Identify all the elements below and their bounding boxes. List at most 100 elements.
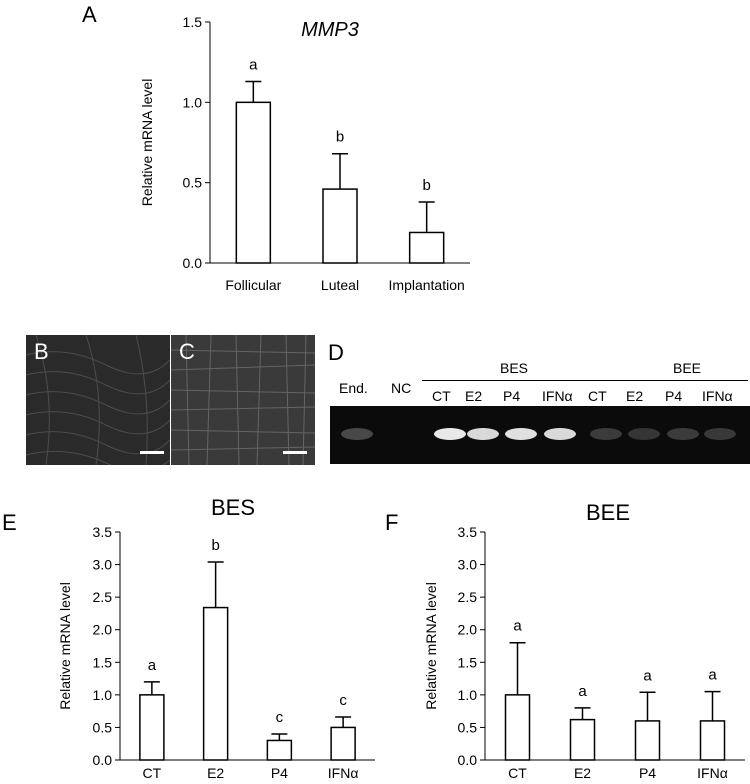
- panel-label-f: F: [385, 510, 399, 535]
- y-tick-label: 0.0: [183, 255, 203, 271]
- y-tick-label: 2.0: [93, 622, 113, 638]
- x-tick-label: E2: [574, 765, 591, 781]
- gel-lane-label: CT: [588, 388, 607, 404]
- significance-letter: b: [422, 177, 430, 194]
- significance-letter: a: [513, 618, 522, 635]
- significance-letter: a: [708, 667, 717, 684]
- y-tick-label: 2.5: [458, 589, 478, 605]
- y-tick-label: 1.0: [458, 687, 478, 703]
- x-tick-label: P4: [639, 765, 656, 781]
- y-tick-label: 0.5: [93, 719, 113, 735]
- y-tick-label: 2.0: [458, 622, 478, 638]
- gel-band: [341, 428, 373, 440]
- bar: [699, 720, 726, 761]
- gel-band: [628, 428, 660, 440]
- significance-letter: c: [276, 709, 284, 726]
- bar: [139, 694, 165, 761]
- y-tick-label: 2.5: [93, 589, 113, 605]
- scale-bar-c: [283, 451, 307, 454]
- y-tick-label: 0.5: [458, 719, 478, 735]
- gel-band: [505, 428, 537, 440]
- panel-label-a: A: [82, 2, 97, 27]
- y-tick-label: 0.5: [183, 175, 203, 191]
- gel-panel: BES BEE End. NC CT E2 P4 IFNα CT E2 P4 IFNα: [330, 350, 750, 470]
- chart-title: MMP3: [301, 19, 359, 41]
- y-tick-label: 0.0: [93, 752, 113, 768]
- y-axis-label: Relative mRNA level: [423, 582, 439, 710]
- micrograph-b-texture: [26, 335, 170, 465]
- y-tick-label: 0.0: [458, 752, 478, 768]
- bar: [504, 694, 531, 761]
- significance-letter: b: [211, 537, 219, 554]
- gel-lane-label: P4: [665, 388, 683, 404]
- gel-bracket-bes: [422, 380, 615, 381]
- x-tick-label: IFNα: [697, 765, 728, 781]
- gel-band: [544, 428, 576, 440]
- scale-bar-b: [140, 451, 164, 454]
- y-tick-label: 3.0: [458, 557, 478, 573]
- significance-letter: a: [249, 56, 258, 73]
- gel-group-bee: BEE: [673, 360, 702, 376]
- x-tick-label: IFNα: [328, 765, 359, 781]
- gel-lane-label: End.: [339, 380, 368, 396]
- x-tick-label: Follicular: [225, 277, 281, 293]
- gel-band: [667, 428, 699, 440]
- micrograph-b: B: [26, 335, 170, 465]
- micrograph-c: C: [171, 335, 315, 465]
- bar: [266, 739, 293, 761]
- y-tick-label: 1.5: [183, 14, 203, 30]
- gel-lane-label: CT: [432, 388, 451, 404]
- x-tick-label: E2: [207, 765, 224, 781]
- bar: [330, 726, 356, 761]
- significance-letter: c: [339, 692, 347, 709]
- gel-band: [590, 428, 622, 440]
- gel-lane-label: IFNα: [702, 388, 733, 404]
- panel-label-d: D: [328, 340, 344, 365]
- bar: [569, 718, 596, 761]
- y-tick-label: 1.5: [93, 654, 113, 670]
- gel-band: [434, 428, 466, 440]
- gel-band: [704, 428, 736, 440]
- bar: [202, 606, 229, 761]
- significance-letter: a: [148, 657, 157, 674]
- bar: [322, 188, 358, 264]
- chart-title: BES: [211, 495, 255, 520]
- y-axis-label: Relative mRNA level: [139, 79, 155, 207]
- micrograph-c-texture: [171, 335, 315, 465]
- y-tick-label: 1.5: [458, 654, 478, 670]
- bar: [408, 231, 445, 264]
- bar-chart-mmp3: 0.0 0.5 1.0 1.5 Relative mRNA level MMP3 a Foll…: [139, 14, 470, 293]
- y-tick-label: 3.5: [458, 524, 478, 540]
- y-tick-label: 3.0: [93, 557, 113, 573]
- gel-lane-label: P4: [503, 388, 521, 404]
- significance-letter: a: [643, 667, 652, 684]
- x-tick-label: P4: [271, 765, 288, 781]
- bar: [634, 720, 661, 761]
- bar-chart-bes: 0.0 0.5 1.0 1.5 2.0 2.5 3.0 3.5 Relative mRNA le…: [57, 495, 375, 781]
- gel-image: [330, 406, 750, 464]
- y-axis-label: Relative mRNA level: [57, 582, 73, 710]
- gel-lane-label: NC: [391, 380, 412, 396]
- significance-letter: b: [336, 129, 344, 146]
- bar: [235, 101, 272, 264]
- micrograph-c-label: C: [179, 339, 195, 364]
- y-tick-label: 1.0: [183, 94, 203, 110]
- x-tick-label: Luteal: [321, 277, 359, 293]
- panel-label-e: E: [2, 510, 17, 535]
- y-tick-label: 1.0: [93, 687, 113, 703]
- gel-lane-label: E2: [465, 388, 483, 404]
- gel-lane-label: E2: [626, 388, 644, 404]
- gel-lane-label: IFNα: [542, 388, 573, 404]
- gel-band: [467, 428, 499, 440]
- significance-letter: a: [578, 683, 587, 700]
- bar-chart-bee: 0.0 0.5 1.0 1.5 2.0 2.5 3.0 3.5 Relative mRNA le…: [423, 500, 745, 781]
- y-tick-label: 3.5: [93, 524, 113, 540]
- micrograph-b-label: B: [34, 339, 49, 364]
- chart-title: BEE: [586, 500, 630, 525]
- x-tick-label: CT: [143, 765, 162, 781]
- gel-group-bes: BES: [500, 360, 529, 376]
- x-tick-label: CT: [508, 765, 527, 781]
- x-tick-label: Implantation: [389, 277, 465, 293]
- gel-bracket-bee: [583, 380, 748, 381]
